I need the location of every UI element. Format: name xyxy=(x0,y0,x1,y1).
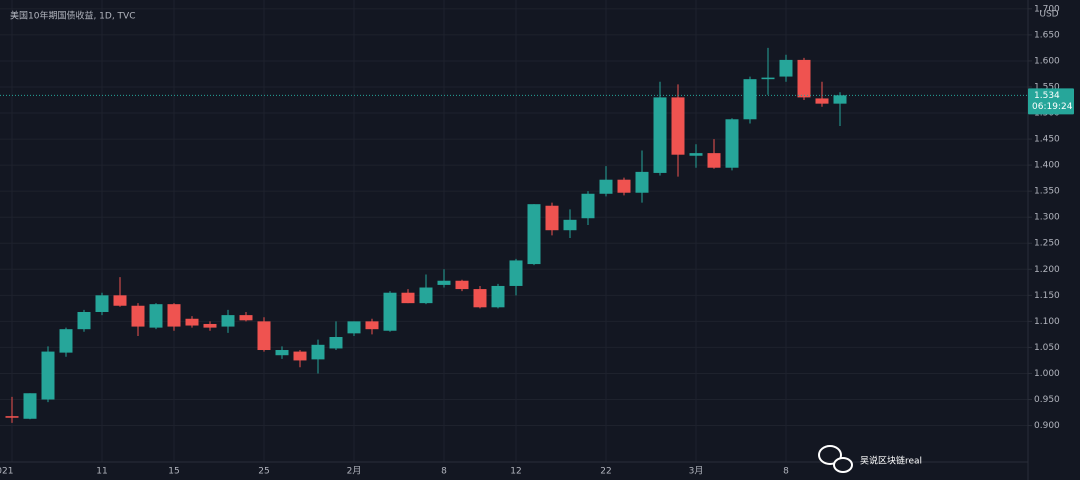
grid xyxy=(0,0,1028,462)
y-tick-label: 0.950 xyxy=(1034,395,1060,405)
chart-title: 美国10年期国债收益, 1D, TVC xyxy=(10,10,136,22)
candle-body xyxy=(275,350,289,356)
candle-body xyxy=(653,97,667,173)
candles xyxy=(0,47,1028,423)
x-tick-label: 11 xyxy=(96,467,107,477)
candle-body xyxy=(77,311,91,330)
y-tick-label: 1.150 xyxy=(1034,291,1060,301)
candle-body xyxy=(131,305,145,327)
candle-body xyxy=(239,315,253,321)
candle-body xyxy=(149,304,163,328)
watermark-text: 吴说区块链real xyxy=(860,455,922,467)
y-tick-label: 1.000 xyxy=(1034,369,1060,379)
x-tick-label: 25 xyxy=(258,467,269,477)
wechat-icon xyxy=(818,445,842,465)
y-tick-label: 0.900 xyxy=(1034,421,1060,431)
candle-body xyxy=(509,260,523,286)
candle-body xyxy=(419,287,433,304)
candle-body xyxy=(761,77,775,80)
x-tick-label: 22 xyxy=(600,467,611,477)
y-tick-label: 1.200 xyxy=(1034,265,1060,275)
y-tick-label: 1.350 xyxy=(1034,187,1060,197)
candle-body xyxy=(707,153,721,168)
candle-body xyxy=(599,179,613,194)
watermark: 吴说区块链real xyxy=(818,445,922,473)
candle-body xyxy=(23,393,37,419)
y-tick-label: 1.450 xyxy=(1034,135,1060,145)
x-tick-label: 2月 xyxy=(347,466,362,477)
candle-body xyxy=(671,97,685,155)
x-tick-label: 2021 xyxy=(0,467,13,477)
candle-body xyxy=(455,280,469,290)
axes: 0.900 0.950 1.000 1.050 1.100 1.150 1.200 1.250… xyxy=(0,4,1074,477)
candle-body xyxy=(365,321,379,330)
candle-body xyxy=(311,344,325,360)
wechat-icon xyxy=(833,457,853,473)
candle-body xyxy=(491,285,505,308)
candle-body xyxy=(779,59,793,77)
y-tick-label: 1.550 xyxy=(1034,82,1060,92)
y-tick-label: 1.300 xyxy=(1034,213,1060,223)
x-tick-label: 8 xyxy=(441,467,447,477)
candle-body xyxy=(635,171,649,193)
candle-body xyxy=(473,289,487,308)
candle-body xyxy=(113,295,127,306)
candle-body xyxy=(221,315,235,327)
y-tick-label: 1.650 xyxy=(1034,30,1060,40)
candle-body xyxy=(5,416,19,418)
candle-body xyxy=(437,280,451,285)
y-tick-label: 1.400 xyxy=(1034,161,1060,171)
x-tick-label: 15 xyxy=(168,467,179,477)
candle-body xyxy=(617,179,631,193)
candle-body xyxy=(401,292,415,304)
last-price-label: 1.534 xyxy=(1034,91,1060,101)
candle-body xyxy=(257,321,271,351)
candle-body xyxy=(563,219,577,231)
last-price-box xyxy=(1028,88,1074,115)
candle-body xyxy=(203,323,217,328)
candle-body xyxy=(581,193,595,219)
currency-label: USD xyxy=(1039,10,1058,20)
candle-body xyxy=(347,321,361,334)
y-tick-label: 1.050 xyxy=(1034,343,1060,353)
y-tick-label: 1.100 xyxy=(1034,317,1060,327)
candle-body xyxy=(725,119,739,168)
candle-body xyxy=(59,329,73,353)
candle-body xyxy=(797,59,811,98)
x-tick-label: 12 xyxy=(510,467,521,477)
candle-body xyxy=(545,205,559,231)
candle-body xyxy=(41,351,55,400)
y-tick-label: 1.700 xyxy=(1034,4,1060,14)
countdown-label: 06:19:24 xyxy=(1032,102,1073,112)
candle-body xyxy=(815,98,829,104)
candle-body xyxy=(383,292,397,331)
y-tick-label: 1.250 xyxy=(1034,239,1060,249)
candle-body xyxy=(329,336,343,349)
candle-body xyxy=(185,318,199,326)
candle-body xyxy=(95,295,109,312)
candle-body xyxy=(167,304,181,327)
y-tick-label: 1.600 xyxy=(1034,56,1060,66)
candle-body xyxy=(527,204,541,265)
candle-body xyxy=(743,79,757,120)
x-tick-label: 3月 xyxy=(689,466,704,477)
x-tick-label: 8 xyxy=(783,467,789,477)
candle-body xyxy=(689,153,703,156)
candle-body xyxy=(833,95,847,104)
candle-body xyxy=(293,351,307,361)
